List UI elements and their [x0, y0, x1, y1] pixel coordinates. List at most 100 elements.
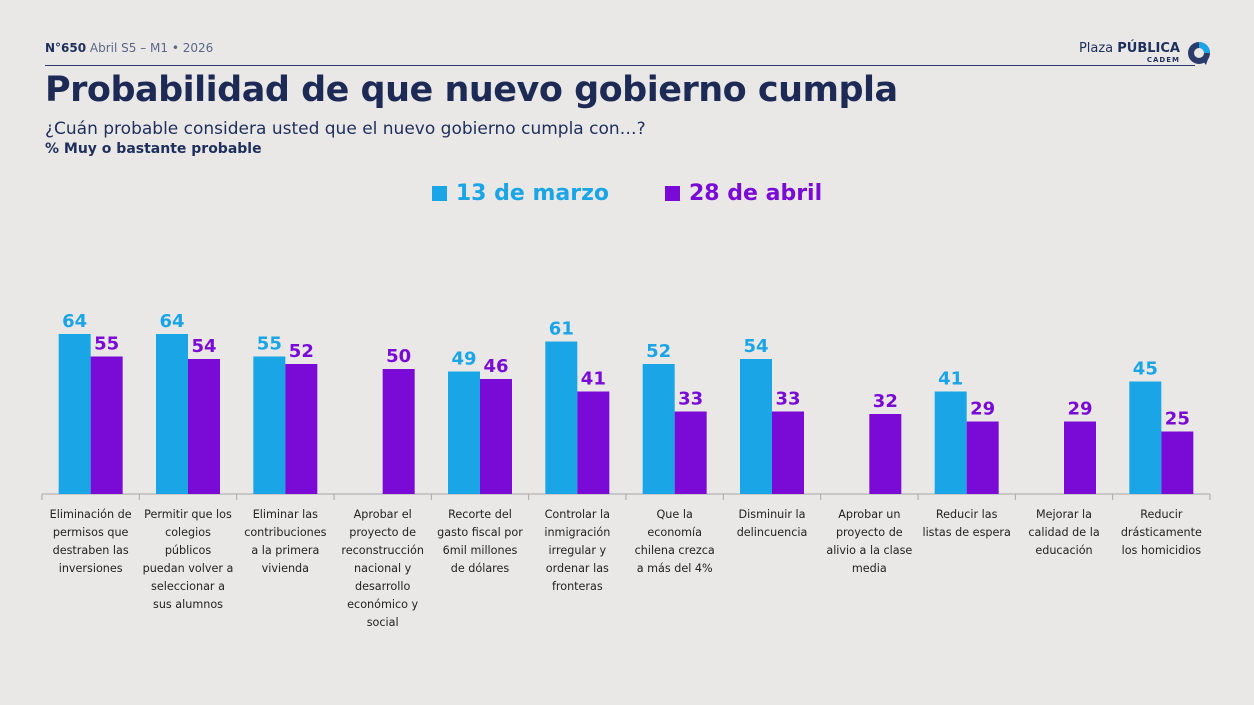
bar-1: [934, 391, 967, 494]
category-label: contribuciones: [244, 526, 326, 539]
category-label: inmigración: [544, 526, 610, 539]
category-label: media: [852, 562, 887, 575]
data-label-2: 29: [970, 399, 995, 420]
category-label: Mejorar la: [1036, 508, 1092, 521]
data-label-1: 55: [257, 334, 282, 355]
bar-1: [253, 356, 286, 494]
category-label: Que la: [657, 508, 693, 521]
legend-item-series1: 13 de marzo: [431, 181, 609, 206]
bar-2: [90, 356, 123, 494]
category-label: sus alumnos: [153, 598, 223, 611]
category-label: reconstrucción: [341, 544, 424, 557]
data-label-2: 33: [775, 389, 800, 410]
category-label: Eliminación de: [50, 508, 132, 521]
category-label: destraben las: [53, 544, 129, 557]
bar-2: [966, 421, 999, 494]
brand-name-light: Plaza: [1078, 41, 1118, 56]
bar-2: [577, 391, 610, 494]
category-label: gasto fiscal por: [437, 526, 523, 539]
category-label: puedan volver a: [143, 562, 234, 575]
data-label-1: 45: [1133, 359, 1158, 380]
legend-label-series1: 13 de marzo: [455, 181, 609, 206]
page-subtitle: ¿Cuán probable considera usted que el nu…: [45, 119, 646, 139]
category-label: educación: [1035, 544, 1092, 557]
data-label-2: 55: [94, 334, 119, 355]
brand: Plaza PÚBLICA CADEM: [1079, 40, 1212, 66]
category-label: Reducir: [1140, 508, 1183, 521]
category-label: permisos que: [53, 526, 129, 539]
category-label: Permitir que los: [144, 508, 232, 521]
cadem-logo-icon: [1188, 42, 1210, 65]
data-label-1: 52: [646, 341, 671, 362]
bar-1: [448, 371, 480, 494]
data-label-2: 52: [289, 341, 314, 362]
legend-swatch-series1: [431, 186, 447, 201]
category-label: Controlar la: [545, 508, 610, 521]
data-label-2: 25: [1165, 409, 1190, 430]
data-label-2: 41: [581, 369, 606, 390]
category-label: vivienda: [262, 562, 309, 575]
legend-item-series2: 28 de abril: [665, 181, 822, 206]
data-label-1: 54: [743, 336, 768, 357]
category-label: Disminuir la: [739, 508, 806, 521]
measure-note: % Muy o bastante probable: [45, 141, 262, 157]
bar-2: [1064, 421, 1096, 494]
data-label-2: 50: [386, 346, 411, 367]
legend-swatch-series2: [665, 186, 680, 201]
data-label-2: 46: [483, 356, 508, 377]
data-label-2: 33: [678, 389, 703, 410]
brand-sub: CADEM: [1146, 56, 1180, 64]
bar-1: [1129, 381, 1162, 494]
bar-2: [869, 414, 902, 494]
issue-number: N°650: [45, 41, 87, 55]
category-label: Eliminar las: [253, 508, 318, 521]
header-divider: [45, 65, 1195, 66]
bar-1: [642, 364, 675, 494]
category-label: colegios: [165, 526, 211, 539]
category-label: delincuencia: [737, 526, 808, 539]
category-label: 6mil millones: [443, 544, 518, 557]
category-label: a la primera: [251, 544, 319, 557]
bar-2: [188, 359, 220, 494]
category-label: económico y: [347, 598, 418, 611]
category-label: públicos: [165, 544, 212, 557]
category-label: alivio a la clase: [826, 544, 912, 557]
issue-period: Abril S5 – M1 • 2026: [89, 41, 214, 55]
data-label-2: 29: [1067, 399, 1092, 420]
category-label: seleccionar a: [151, 580, 225, 593]
category-label: Recorte del: [448, 508, 512, 521]
bar-2: [1161, 431, 1194, 494]
category-label: de dólares: [451, 562, 510, 575]
bar-1: [58, 334, 91, 494]
bar-2: [674, 411, 707, 494]
category-label: Aprobar un: [838, 508, 900, 521]
category-label: los homicidios: [1122, 544, 1202, 557]
data-label-1: 49: [451, 349, 476, 370]
category-label: economía: [647, 526, 702, 539]
data-label-1: 61: [549, 319, 574, 340]
category-label: proyecto de: [349, 526, 416, 539]
data-label-1: 41: [938, 369, 963, 390]
bar-2: [285, 364, 318, 494]
data-label-1: 64: [62, 311, 87, 332]
category-label: chilena crezca: [635, 544, 715, 557]
category-label: proyecto de: [836, 526, 903, 539]
category-label: nacional y: [354, 562, 412, 575]
data-label-2: 32: [873, 391, 898, 412]
bar-1: [545, 341, 578, 494]
category-label: ordenar las: [546, 562, 609, 575]
bar-1: [740, 359, 772, 494]
category-label: Reducir las: [936, 508, 998, 521]
legend-label-series2: 28 de abril: [689, 181, 823, 206]
category-label: listas de espera: [922, 526, 1010, 539]
category-label: Aprobar el: [354, 508, 412, 521]
category-label: social: [367, 616, 399, 629]
data-label-1: 64: [159, 311, 184, 332]
issue-info: N°650 Abril S5 – M1 • 2026: [45, 41, 213, 55]
page-title: Probabilidad de que nuevo gobierno cumpl…: [45, 70, 898, 110]
category-label: desarrollo: [355, 580, 410, 593]
bar-2: [772, 411, 804, 494]
chart-legend: 13 de marzo 28 de abril: [0, 181, 1254, 206]
bar-2: [382, 369, 415, 494]
